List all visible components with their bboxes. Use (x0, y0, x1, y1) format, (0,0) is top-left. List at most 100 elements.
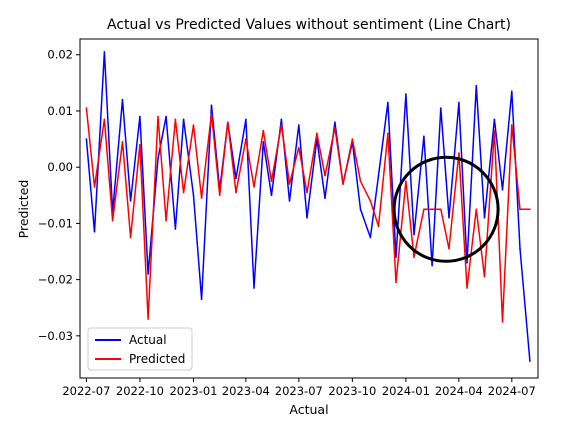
data-point-actual (324, 197, 326, 199)
data-point-actual (483, 217, 486, 219)
data-point-actual (511, 90, 513, 93)
chart-title: Actual vs Predicted Values without senti… (107, 17, 511, 33)
data-point-predicted (192, 124, 195, 126)
data-point-predicted (324, 174, 326, 177)
data-point-predicted (448, 247, 450, 250)
data-point-predicted (182, 191, 185, 194)
data-point-predicted (85, 107, 88, 109)
data-point-predicted (351, 138, 354, 140)
y-tick-label: −0.01 (38, 216, 73, 230)
data-point-predicted (501, 321, 504, 323)
x-axis-label: Actual (289, 402, 328, 417)
data-point-predicted (103, 118, 106, 121)
data-point-actual (431, 264, 433, 267)
x-tick-label: 2022-07 (62, 384, 110, 398)
data-point-predicted (316, 132, 318, 135)
x-tick-label: 2022-10 (116, 384, 164, 398)
data-point-actual (280, 118, 283, 121)
data-point-predicted (493, 129, 496, 132)
data-point-actual (493, 118, 496, 121)
data-point-actual (165, 115, 167, 118)
data-point-actual (147, 273, 149, 275)
data-point-actual (369, 236, 372, 239)
x-tick-label: 2023-07 (275, 384, 323, 398)
x-tick-label: 2024-01 (382, 384, 430, 398)
legend-label-predicted: Predicted (129, 352, 185, 366)
data-point-predicted (121, 141, 124, 143)
data-point-predicted (280, 124, 283, 126)
data-point-predicted (147, 318, 149, 320)
data-point-actual (288, 200, 291, 202)
data-point-predicted (165, 219, 167, 222)
data-point-predicted (174, 118, 177, 121)
y-tick-label: 0.00 (47, 160, 73, 174)
data-point-predicted (405, 180, 407, 182)
y-tick-label: −0.03 (38, 329, 73, 343)
data-point-actual (192, 194, 195, 197)
data-point-predicted (458, 152, 460, 154)
data-point-predicted (334, 127, 336, 129)
series-group (85, 51, 531, 362)
data-point-predicted (157, 115, 159, 118)
data-point-actual (235, 177, 237, 180)
y-tick-label: −0.02 (38, 273, 73, 287)
data-point-actual (85, 138, 88, 140)
data-point-predicted (387, 132, 389, 135)
data-point-actual (253, 287, 255, 289)
data-point-actual (413, 233, 415, 236)
data-point-predicted (245, 138, 247, 140)
data-point-actual (157, 157, 159, 160)
data-point-actual (423, 135, 425, 138)
data-point-actual (129, 200, 132, 202)
data-point-actual (377, 174, 380, 177)
x-tick-label: 2023-10 (328, 384, 376, 398)
data-point-predicted (200, 197, 203, 199)
data-point-actual (306, 217, 308, 219)
annotation-circle (392, 155, 500, 263)
data-point-predicted (129, 236, 132, 239)
data-point-actual (466, 262, 468, 264)
data-point-predicted (413, 256, 415, 258)
data-point-predicted (342, 183, 344, 185)
data-point-predicted (395, 281, 397, 284)
data-point-predicted (298, 146, 300, 149)
axes-frame (79, 38, 539, 379)
data-point-predicted (288, 183, 291, 185)
legend-label-actual: Actual (129, 333, 167, 347)
data-point-actual (529, 360, 531, 362)
data-point-actual (395, 256, 397, 258)
data-point-predicted (93, 186, 96, 188)
y-tick-label: 0.02 (47, 48, 73, 62)
data-point-predicted (377, 225, 380, 227)
data-point-actual (387, 101, 389, 104)
y-axis-label: Predicted (16, 180, 31, 239)
data-point-predicted (210, 113, 213, 115)
data-point-actual (405, 93, 407, 95)
data-point-actual (245, 118, 247, 121)
data-point-actual (298, 124, 300, 126)
data-point-predicted (511, 124, 513, 126)
axes-group: 0.02 0.01 0.00 −0.01 −0.02 −0.03 2022-07 2022-1… (38, 38, 539, 398)
data-point-actual (501, 188, 504, 191)
legend: Actual Predicted (87, 327, 193, 371)
data-point-predicted (235, 191, 237, 194)
data-point-actual (458, 101, 460, 104)
data-point-predicted (111, 219, 114, 222)
data-point-actual (475, 84, 478, 87)
data-point-predicted (369, 200, 372, 202)
data-point-predicted (306, 191, 308, 194)
data-point-actual (200, 298, 203, 301)
data-point-actual (270, 194, 273, 197)
x-tick-label: 2024-04 (435, 384, 483, 398)
y-tick-label: 0.01 (47, 104, 73, 118)
data-point-predicted (253, 186, 255, 188)
data-point-actual (519, 247, 521, 250)
data-point-predicted (475, 208, 478, 211)
data-point-predicted (529, 208, 531, 211)
data-point-actual (448, 217, 450, 219)
data-point-predicted (359, 180, 362, 182)
data-point-actual (121, 98, 124, 101)
data-point-predicted (440, 208, 442, 211)
x-tick-label: 2023-01 (169, 384, 217, 398)
